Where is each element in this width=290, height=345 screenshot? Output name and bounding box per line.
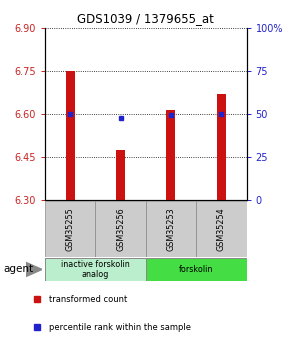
Text: GSM35255: GSM35255 (66, 207, 75, 251)
Bar (45, 201, 95, 257)
Bar (146, 258, 246, 281)
Polygon shape (26, 263, 42, 276)
Text: GSM35254: GSM35254 (217, 207, 226, 251)
Text: percentile rank within the sample: percentile rank within the sample (49, 323, 191, 332)
Bar (166, 109, 175, 200)
Text: GSM35253: GSM35253 (166, 207, 175, 251)
Bar (45, 258, 146, 281)
Bar (95, 201, 146, 257)
Title: GDS1039 / 1379655_at: GDS1039 / 1379655_at (77, 12, 214, 25)
Text: forskolin: forskolin (179, 265, 213, 274)
Text: agent: agent (3, 265, 33, 274)
Bar (66, 71, 75, 200)
Bar (196, 201, 246, 257)
Text: GSM35256: GSM35256 (116, 207, 125, 251)
Bar (217, 94, 226, 200)
Bar (146, 201, 196, 257)
Text: transformed count: transformed count (49, 295, 128, 304)
Bar (116, 150, 125, 200)
Text: inactive forskolin
analog: inactive forskolin analog (61, 260, 130, 279)
